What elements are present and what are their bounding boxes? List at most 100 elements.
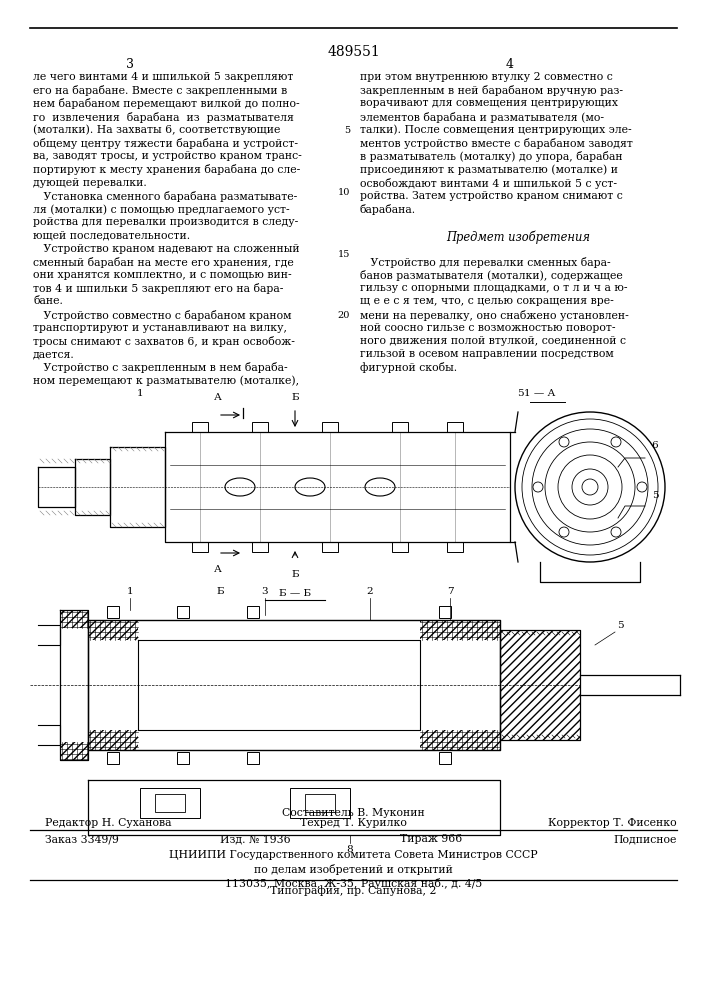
Bar	[88, 730, 138, 750]
Text: Устройство для перевалки сменных бара-: Устройство для перевалки сменных бара-	[360, 257, 611, 268]
Bar	[392, 542, 408, 552]
Bar	[140, 788, 200, 818]
Text: 5: 5	[517, 389, 523, 398]
Text: Тираж 966: Тираж 966	[400, 834, 462, 844]
Text: Устройство с закрепленным в нем бараба-: Устройство с закрепленным в нем бараба-	[33, 362, 288, 373]
Circle shape	[522, 419, 658, 555]
Text: Корректор Т. Фисенко: Корректор Т. Фисенко	[549, 818, 677, 828]
Text: Б: Б	[291, 393, 299, 402]
Circle shape	[532, 429, 648, 545]
Text: по делам изобретений и открытий: по делам изобретений и открытий	[254, 864, 453, 875]
Text: 5: 5	[652, 491, 658, 500]
Text: Редактор Н. Суханова: Редактор Н. Суханова	[45, 818, 172, 828]
Text: его на барабане. Вместе с закрепленными в: его на барабане. Вместе с закрепленными …	[33, 85, 287, 96]
Bar	[252, 542, 268, 552]
Text: ного движения полой втулкой, соединенной с: ного движения полой втулкой, соединенной…	[360, 336, 626, 346]
Bar	[107, 752, 119, 764]
Circle shape	[559, 437, 569, 447]
Text: А: А	[214, 565, 222, 574]
Text: щ е е с я тем, что, с целью сокращения вре-: щ е е с я тем, что, с целью сокращения в…	[360, 296, 614, 306]
Text: мени на перевалку, оно снабжено установлен-: мени на перевалку, оно снабжено установл…	[360, 310, 629, 321]
Text: тросы снимают с захватов 6, и кран освобож-: тросы снимают с захватов 6, и кран освоб…	[33, 336, 295, 347]
Circle shape	[545, 442, 635, 532]
Text: они хранятся комплектно, и с помощью вин-: они хранятся комплектно, и с помощью вин…	[33, 270, 291, 280]
Bar	[322, 422, 338, 432]
Text: Типография, пр. Сапунова, 2: Типография, пр. Сапунова, 2	[270, 885, 437, 896]
Bar	[247, 606, 259, 618]
Ellipse shape	[225, 478, 255, 496]
Bar	[392, 422, 408, 432]
Text: Устройство совместно с барабаном краном: Устройство совместно с барабаном краном	[33, 310, 291, 321]
Text: ментов устройство вместе с барабаном заводят: ментов устройство вместе с барабаном зав…	[360, 138, 633, 149]
Bar	[322, 542, 338, 552]
Text: 5: 5	[617, 621, 624, 630]
Text: в разматыватель (моталку) до упора, барабан: в разматыватель (моталку) до упора, бара…	[360, 151, 623, 162]
Text: портируют к месту хранения барабана до сле-: портируют к месту хранения барабана до с…	[33, 164, 300, 175]
Circle shape	[611, 527, 621, 537]
Bar	[155, 794, 185, 812]
Text: ном перемещают к разматывателю (моталке),: ном перемещают к разматывателю (моталке)…	[33, 376, 299, 386]
Text: (моталки). На захваты 6, соответствующие: (моталки). На захваты 6, соответствующие	[33, 125, 281, 135]
Bar	[192, 542, 208, 552]
Bar	[177, 606, 189, 618]
Text: талки). После совмещения центрирующих эле-: талки). После совмещения центрирующих эл…	[360, 125, 631, 135]
Circle shape	[558, 455, 622, 519]
Text: 7: 7	[447, 587, 453, 596]
Text: Б: Б	[216, 587, 224, 596]
Text: фигурной скобы.: фигурной скобы.	[360, 362, 457, 373]
Circle shape	[559, 527, 569, 537]
Text: присоединяют к разматывателю (моталке) и: присоединяют к разматывателю (моталке) и	[360, 164, 618, 175]
Text: Техред Т. Курилко: Техред Т. Курилко	[300, 818, 407, 828]
Text: ющей последовательности.: ющей последовательности.	[33, 230, 190, 240]
Text: нем барабаном перемещают вилкой до полно-: нем барабаном перемещают вилкой до полно…	[33, 98, 300, 109]
Text: элементов барабана и разматывателя (мо-: элементов барабана и разматывателя (мо-	[360, 112, 604, 123]
Text: 4: 4	[506, 58, 514, 71]
Text: дующей перевалки.: дующей перевалки.	[33, 178, 147, 188]
Text: при этом внутреннюю втулку 2 совместно с: при этом внутреннюю втулку 2 совместно с	[360, 72, 613, 82]
Bar	[177, 752, 189, 764]
Text: Заказ 3349/9: Заказ 3349/9	[45, 834, 119, 844]
Text: 3: 3	[262, 587, 269, 596]
Bar	[439, 606, 451, 618]
Bar	[500, 630, 580, 740]
Text: ройства для перевалки производится в следу-: ройства для перевалки производится в сле…	[33, 217, 298, 227]
Text: 489551: 489551	[327, 45, 380, 59]
Text: общему центру тяжести барабана и устройст-: общему центру тяжести барабана и устройс…	[33, 138, 298, 149]
Bar	[447, 542, 463, 552]
Ellipse shape	[365, 478, 395, 496]
Text: 1: 1	[136, 389, 144, 398]
Text: го  извлечения  барабана  из  разматывателя: го извлечения барабана из разматывателя	[33, 112, 294, 123]
Text: 1 — А: 1 — А	[525, 389, 556, 398]
Circle shape	[572, 469, 608, 505]
Circle shape	[637, 482, 647, 492]
Text: 2: 2	[367, 587, 373, 596]
Text: 113035, Москва, Ж-35, Раушская наб., д. 4/5: 113035, Москва, Ж-35, Раушская наб., д. …	[225, 878, 482, 889]
Text: ворачивают для совмещения центрирующих: ворачивают для совмещения центрирующих	[360, 98, 618, 108]
Circle shape	[533, 482, 543, 492]
Text: транспортируют и устанавливают на вилку,: транспортируют и устанавливают на вилку,	[33, 323, 287, 333]
Text: 15: 15	[338, 250, 350, 259]
Text: тов 4 и шпильки 5 закрепляют его на бара-: тов 4 и шпильки 5 закрепляют его на бара…	[33, 283, 284, 294]
Bar	[252, 422, 268, 432]
Text: Подписное: Подписное	[614, 834, 677, 844]
Text: 10: 10	[338, 188, 350, 197]
Circle shape	[611, 437, 621, 447]
Text: ЦНИИПИ Государственного комитета Совета Министров СССР: ЦНИИПИ Государственного комитета Совета …	[169, 850, 538, 860]
Text: Б — Б: Б — Б	[279, 589, 311, 598]
Text: Составитель В. Муконин: Составитель В. Муконин	[282, 808, 425, 818]
Text: гильзой в осевом направлении посредством: гильзой в осевом направлении посредством	[360, 349, 614, 359]
Text: 6: 6	[652, 441, 658, 450]
Text: Б: Б	[291, 570, 299, 579]
Text: 8: 8	[346, 845, 354, 854]
Text: ной соосно гильзе с возможностью поворот-: ной соосно гильзе с возможностью поворот…	[360, 323, 616, 333]
Text: 5: 5	[344, 126, 350, 135]
Text: ле чего винтами 4 и шпилькой 5 закрепляют: ле чего винтами 4 и шпилькой 5 закрепляю…	[33, 72, 293, 82]
Bar	[305, 794, 335, 812]
Text: 20: 20	[338, 311, 350, 320]
Circle shape	[515, 412, 665, 562]
Bar	[60, 742, 88, 760]
Text: бане.: бане.	[33, 296, 63, 306]
Bar	[447, 422, 463, 432]
Bar	[192, 422, 208, 432]
Text: ва, заводят тросы, и устройство краном транс-: ва, заводят тросы, и устройство краном т…	[33, 151, 302, 161]
